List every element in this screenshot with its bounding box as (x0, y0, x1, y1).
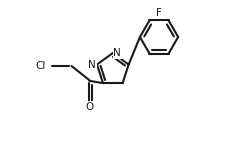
Text: Cl: Cl (35, 61, 46, 71)
Text: N: N (113, 48, 121, 58)
Text: N: N (88, 59, 96, 70)
Text: F: F (156, 8, 162, 18)
Text: O: O (85, 102, 93, 112)
